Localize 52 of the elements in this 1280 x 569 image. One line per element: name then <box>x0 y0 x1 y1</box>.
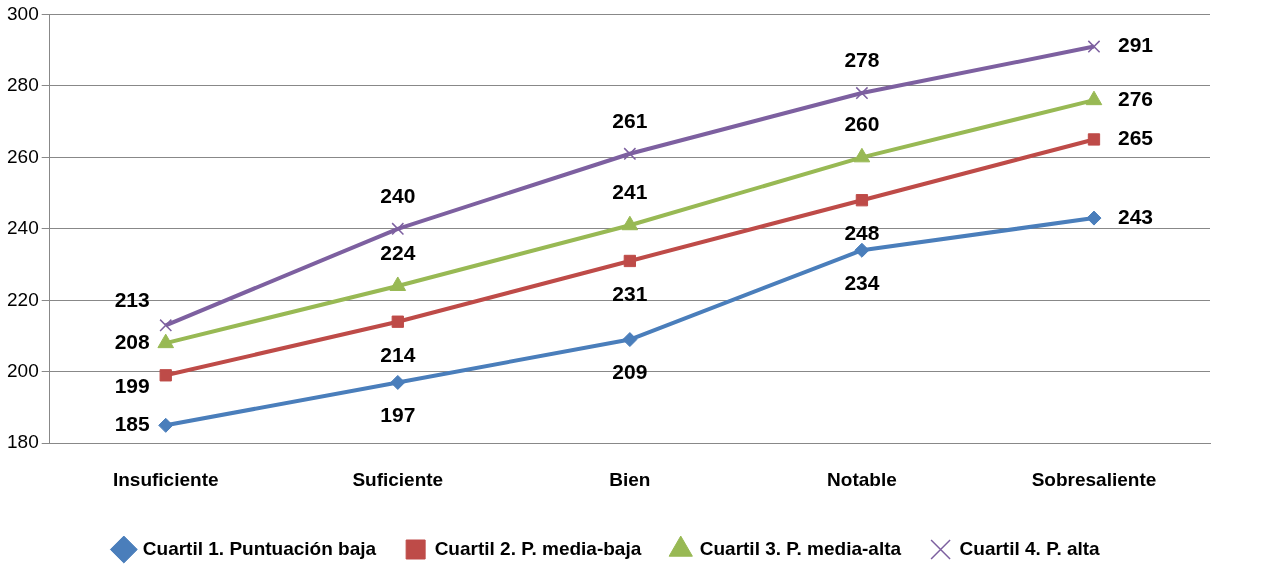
data-label: 185 <box>114 412 151 436</box>
point <box>855 194 869 207</box>
y-tick-label: 200 <box>7 359 39 381</box>
point <box>623 254 637 268</box>
point <box>622 332 638 348</box>
point <box>623 147 637 161</box>
data-label: 243 <box>1117 204 1154 228</box>
point <box>855 86 869 100</box>
y-tick-label: 260 <box>7 145 39 167</box>
point <box>159 369 172 382</box>
data-label: 248 <box>844 221 880 245</box>
point <box>390 374 406 390</box>
point <box>391 315 404 328</box>
data-label: 291 <box>1117 33 1154 57</box>
point <box>1086 210 1102 226</box>
data-label: 261 <box>612 108 648 132</box>
x-tick-label: Suficiente <box>352 468 444 490</box>
point <box>1087 133 1101 146</box>
data-label: 199 <box>114 374 150 398</box>
y-tick-label: 280 <box>7 74 39 96</box>
data-label: 276 <box>1117 86 1154 110</box>
point <box>854 242 870 258</box>
data-label: 265 <box>1117 126 1154 150</box>
x-tick-label: Sobresaliente <box>1031 468 1157 490</box>
x-tick-label: Bien <box>609 468 651 490</box>
y-tick-label: 180 <box>7 431 39 453</box>
data-label: 241 <box>612 180 648 204</box>
data-label: 208 <box>114 329 151 353</box>
data-label: 260 <box>844 112 880 136</box>
point <box>159 318 173 332</box>
data-label: 209 <box>612 360 648 384</box>
data-label: 240 <box>380 183 416 207</box>
legend-label: Cuartil 4. P. alta <box>959 537 1101 559</box>
legend-label: Cuartil 3. P. media-alta <box>699 537 902 559</box>
data-label: 213 <box>114 288 150 312</box>
legend-label: Cuartil 2. P. media-baja <box>434 537 642 559</box>
data-label: 214 <box>380 342 416 366</box>
x-tick-label: Notable <box>827 468 897 490</box>
point <box>158 417 174 433</box>
y-tick-label: 300 <box>7 2 39 24</box>
y-tick-label: 240 <box>7 217 39 239</box>
data-label: 278 <box>844 47 880 71</box>
data-label: 197 <box>380 403 416 427</box>
legend-label: Cuartil 1. Puntuación baja <box>142 537 377 559</box>
point <box>391 222 405 236</box>
x-tick-label: Insuficiente <box>112 468 219 490</box>
y-tick-label: 220 <box>7 288 39 310</box>
point <box>1087 40 1101 53</box>
data-label: 234 <box>844 271 880 295</box>
point <box>157 333 175 349</box>
data-label: 231 <box>612 281 648 305</box>
data-label: 224 <box>380 240 416 264</box>
